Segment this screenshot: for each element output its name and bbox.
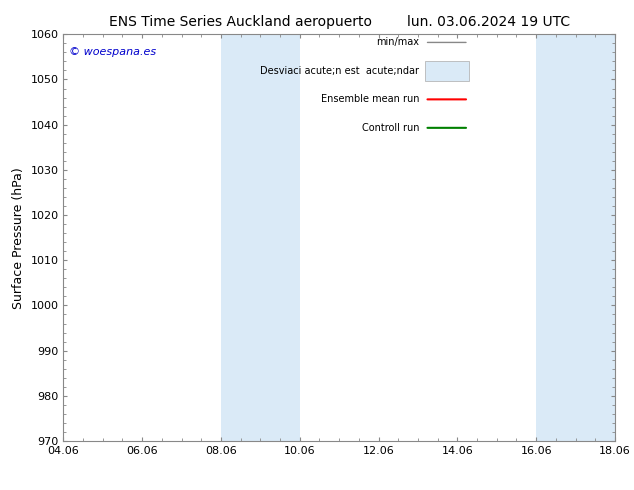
Text: Ensemble mean run: Ensemble mean run	[321, 95, 419, 104]
Y-axis label: Surface Pressure (hPa): Surface Pressure (hPa)	[12, 167, 25, 309]
Text: Controll run: Controll run	[361, 123, 419, 133]
Bar	[536, 34, 576, 441]
Text: Desviaci acute;n est  acute;ndar: Desviaci acute;n est acute;ndar	[260, 66, 419, 76]
Title: ENS Time Series Auckland aeropuerto        lun. 03.06.2024 19 UTC: ENS Time Series Auckland aeropuerto lun.…	[108, 15, 570, 29]
Bar	[576, 34, 615, 441]
Text: min/max: min/max	[376, 37, 419, 48]
Bar	[221, 34, 261, 441]
Bar	[261, 34, 300, 441]
FancyBboxPatch shape	[425, 61, 469, 81]
Text: © woespana.es: © woespana.es	[69, 47, 156, 56]
